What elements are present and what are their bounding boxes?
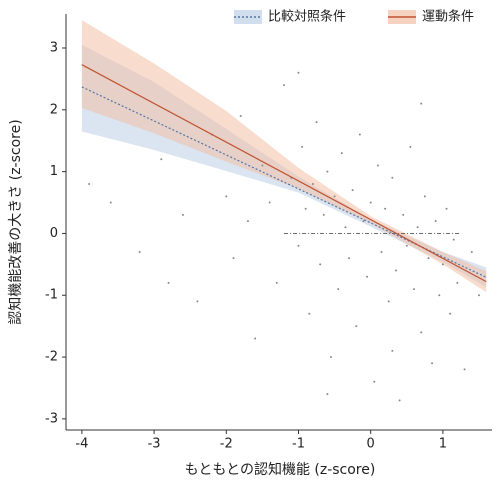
scatter-point (239, 114, 242, 117)
scatter-point (470, 250, 473, 253)
scatter-point (232, 257, 235, 260)
scatter-point (333, 195, 336, 198)
scatter-point (196, 300, 199, 303)
scatter-point (398, 399, 401, 402)
scatter-point (449, 312, 452, 315)
scatter-point (326, 170, 329, 173)
y-tick-label: 1 (50, 164, 58, 179)
scatter-point (268, 201, 271, 204)
scatter-point (438, 294, 441, 297)
scatter-point (391, 349, 394, 352)
scatter-point (376, 164, 379, 167)
x-tick-label: 1 (439, 437, 447, 452)
y-tick-label: -3 (45, 411, 58, 426)
scatter-point (441, 263, 444, 266)
scatter-point (456, 281, 459, 284)
scatter-point (138, 250, 141, 253)
scatter-point (301, 145, 304, 148)
scatter-point (225, 195, 228, 198)
scatter-point (384, 207, 387, 210)
scatter-point (434, 220, 437, 223)
scatter-point (373, 380, 376, 383)
scatter-point (109, 201, 112, 204)
scatter-point (416, 226, 419, 229)
scatter-point (387, 300, 390, 303)
scatter-point (181, 213, 184, 216)
scatter-point (394, 269, 397, 272)
scatter-point (246, 220, 249, 223)
scatter-point (445, 207, 448, 210)
scatter-point (160, 158, 163, 161)
scatter-point (380, 250, 383, 253)
legend-label: 比較対照条件 (268, 9, 346, 25)
regression-line (81, 64, 487, 283)
x-tick-label: -1 (292, 437, 305, 452)
scatter-point (420, 102, 423, 105)
y-tick-label: 3 (50, 40, 58, 55)
scatter-point (254, 337, 257, 340)
scatter-point (427, 257, 430, 260)
scatter-point (261, 164, 264, 167)
scatter-point (344, 226, 347, 229)
y-tick-label: -2 (45, 350, 58, 365)
scatter-point (402, 213, 405, 216)
scatter-point (452, 238, 455, 241)
x-tick-label: -4 (75, 437, 88, 452)
scatter-point (275, 281, 278, 284)
scatter-point (319, 263, 322, 266)
scatter-point (348, 257, 351, 260)
scatter-point (369, 201, 372, 204)
scatter-point (297, 71, 300, 74)
scatter-point (297, 244, 300, 247)
scatter-point (167, 281, 170, 284)
scatter-point (431, 362, 434, 365)
scatter-point (351, 189, 354, 192)
y-tick-label: -1 (45, 288, 58, 303)
scatter-point (322, 213, 325, 216)
scatter-point (463, 368, 466, 371)
confidence-band (81, 20, 487, 293)
x-tick-label: -3 (148, 437, 161, 452)
scatter-point (355, 325, 358, 328)
scatter-point (308, 312, 311, 315)
scatter-point (340, 152, 343, 155)
scatter-point (329, 356, 332, 359)
scatter-point (315, 121, 318, 124)
x-tick-label: 0 (367, 437, 375, 452)
scatter-point (405, 244, 408, 247)
x-tick-label: -2 (220, 437, 233, 452)
scatter-point (366, 275, 369, 278)
scatter-point (88, 182, 91, 185)
x-axis-label: もともとの認知機能 (z-score) (185, 461, 376, 478)
scatter-point (358, 133, 361, 136)
y-axis-label: 認知機能改善の大きさ (z-score) (7, 119, 24, 324)
scatter-point (423, 195, 426, 198)
scatter-point (304, 207, 307, 210)
scatter-point (478, 294, 481, 297)
scatter-point (420, 331, 423, 334)
scatter-point (362, 220, 365, 223)
scatter-point (409, 145, 412, 148)
scatter-point (337, 288, 340, 291)
scatter-point (391, 176, 394, 179)
scatter-point (413, 288, 416, 291)
scatter-point (311, 182, 314, 185)
legend-label: 運動条件 (422, 9, 474, 25)
y-tick-label: 0 (50, 226, 58, 241)
scatter-point (283, 84, 286, 87)
scatter-point (326, 393, 329, 396)
y-tick-label: 2 (50, 102, 58, 117)
